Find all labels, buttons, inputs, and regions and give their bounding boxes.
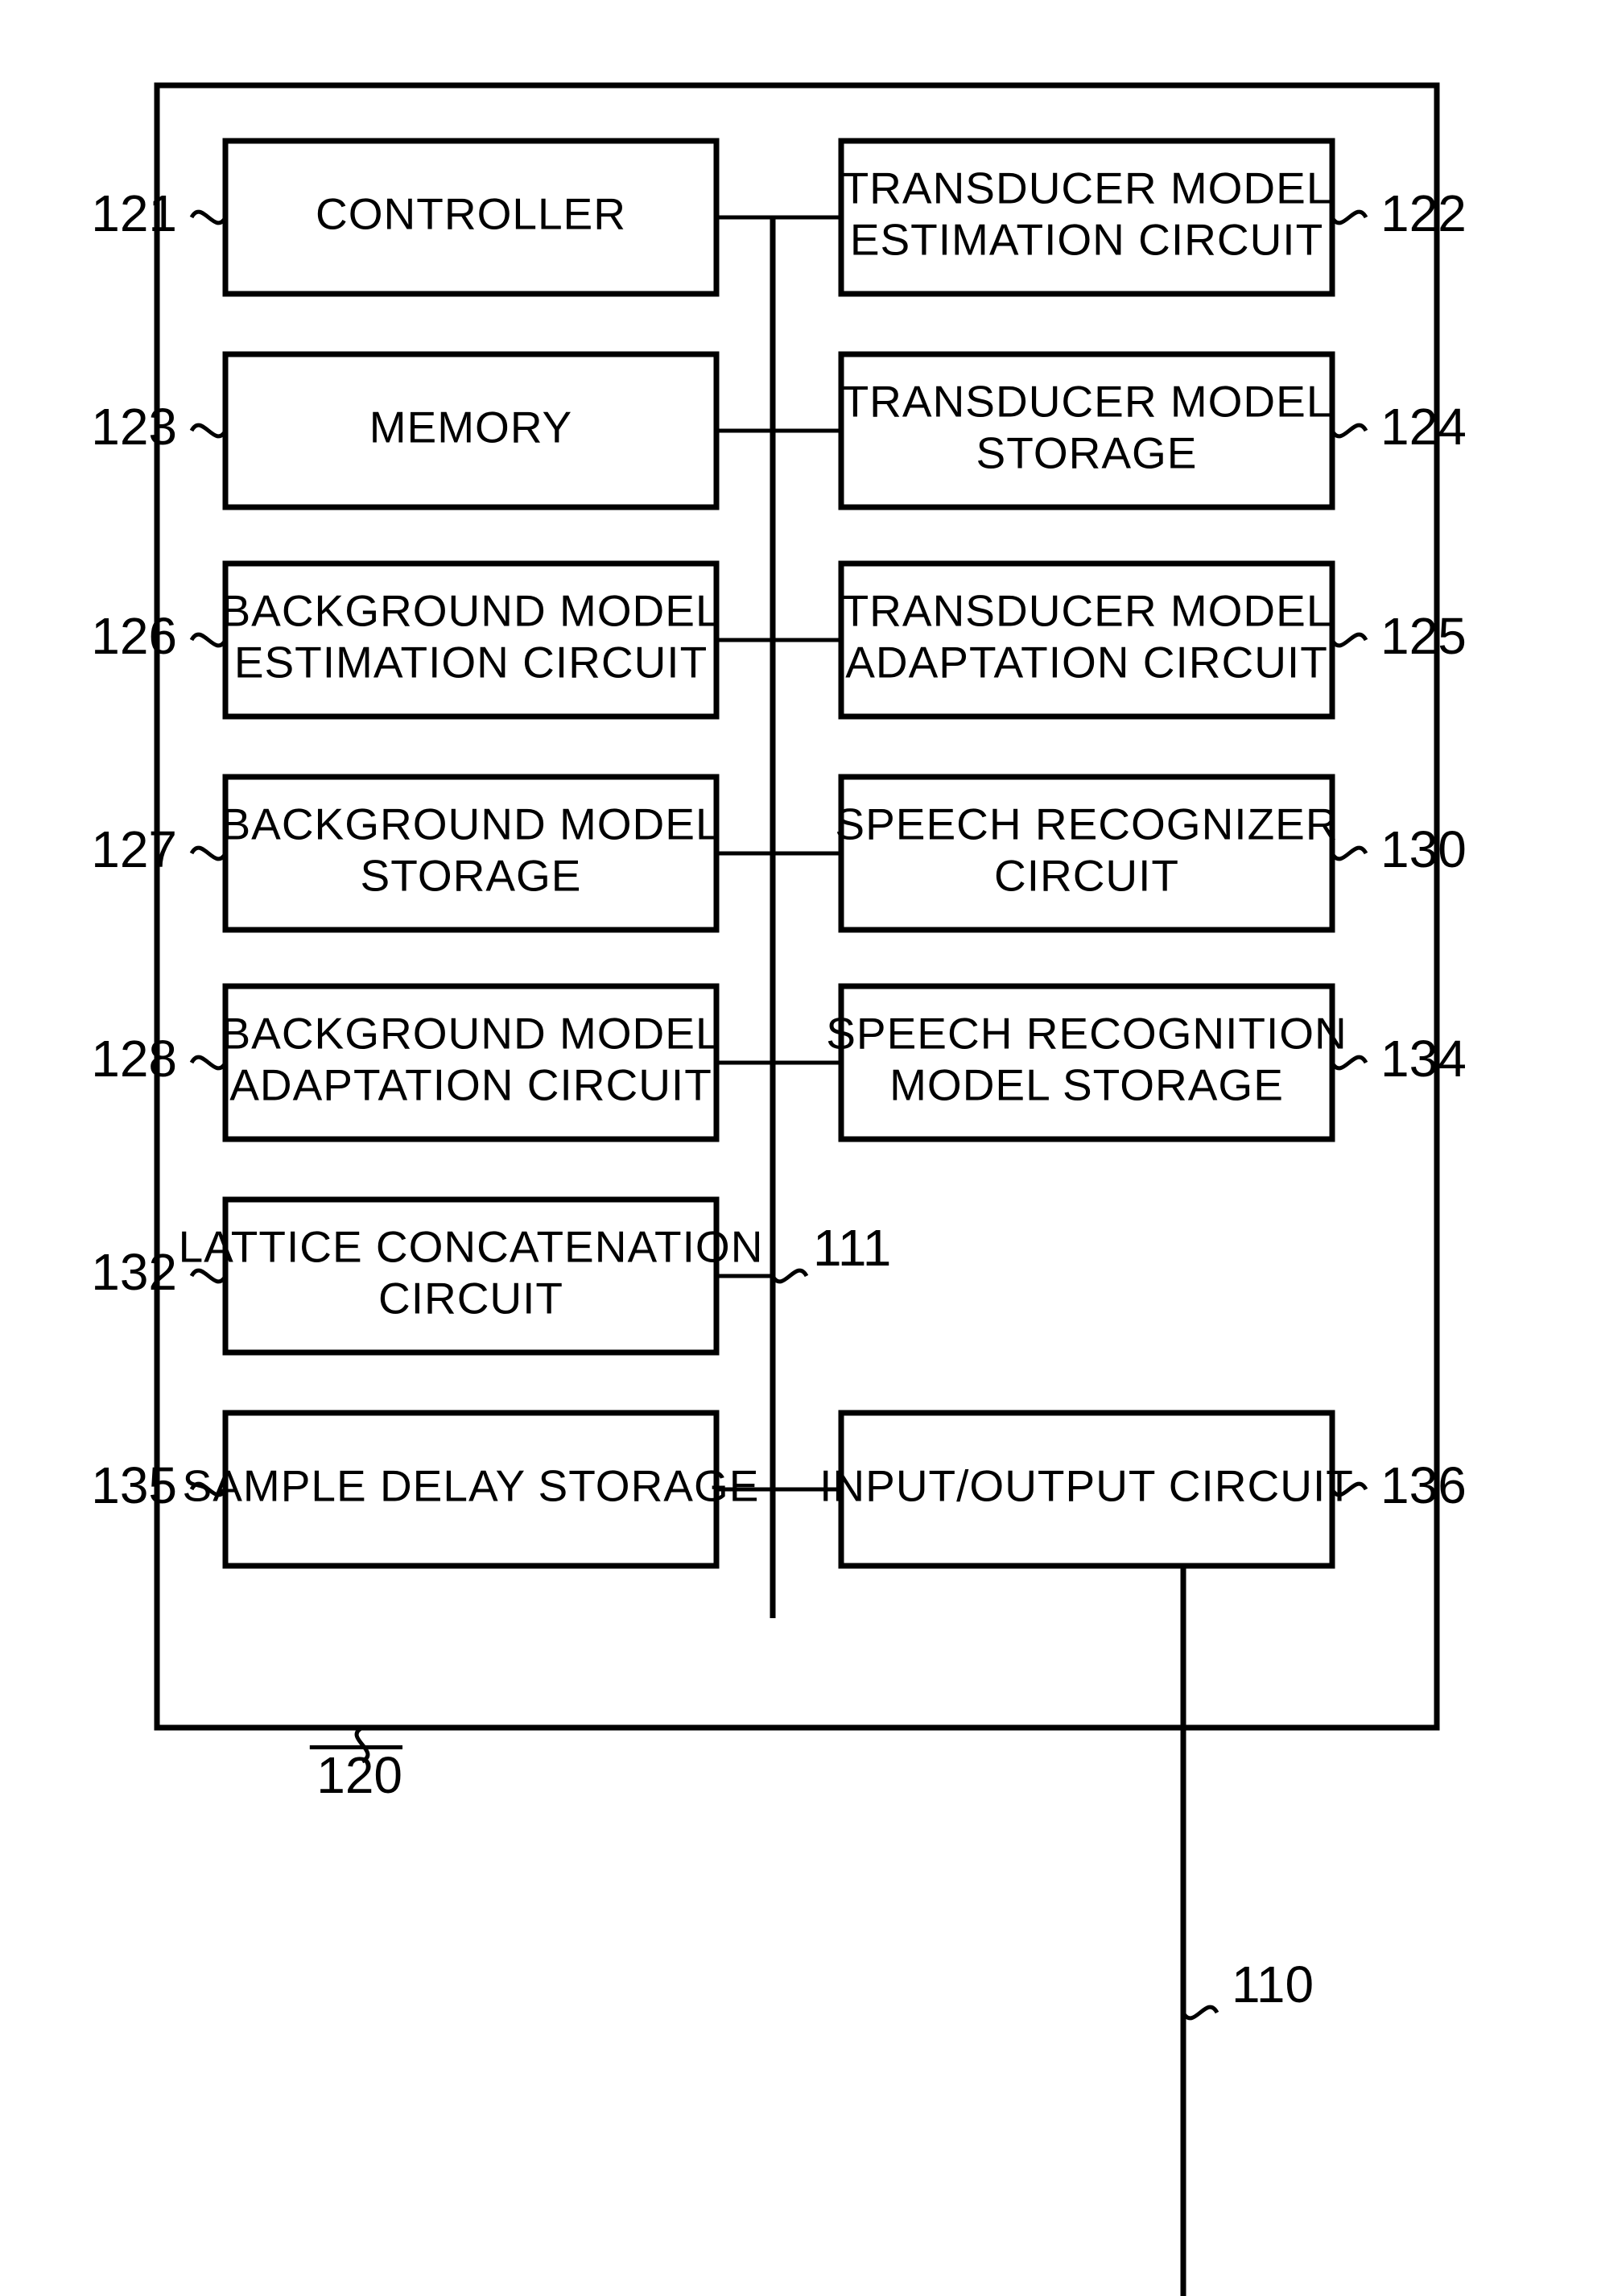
ref-120: 120	[310, 1728, 402, 1804]
block-label: SPEECH RECOGNIZER	[835, 799, 1338, 849]
block-label: TRANSDUCER MODEL	[842, 163, 1332, 213]
ref-numeral: 110	[1232, 1955, 1314, 2013]
block-label: STORAGE	[361, 850, 582, 900]
ref-numeral: 124	[1380, 398, 1467, 456]
block-label: MEMORY	[369, 403, 573, 452]
block-label: ADAPTATION CIRCUIT	[845, 637, 1328, 687]
ref-numeral: 134	[1380, 1030, 1467, 1088]
block-label: TRANSDUCER MODEL	[842, 377, 1332, 427]
ref-numeral: 128	[91, 1030, 177, 1088]
ref-numeral: 111	[813, 1219, 891, 1277]
block-label: SAMPLE DELAY STORAGE	[183, 1461, 760, 1511]
ref-numeral: 125	[1380, 607, 1467, 665]
block-label: BACKGROUND MODEL	[221, 799, 720, 849]
block-label: ESTIMATION CIRCUIT	[234, 637, 708, 687]
ref-numeral: 132	[91, 1243, 177, 1301]
block-label: CIRCUIT	[378, 1273, 563, 1323]
ref-numeral: 120	[316, 1746, 402, 1804]
ref-numeral: 136	[1380, 1456, 1467, 1514]
block-label: SPEECH RECOGNITION	[826, 1009, 1347, 1059]
ref-numeral: 126	[91, 607, 177, 665]
ref-numeral: 130	[1380, 820, 1467, 878]
block-label: ESTIMATION CIRCUIT	[850, 214, 1323, 264]
ref-numeral: 135	[91, 1456, 177, 1514]
block-label: CIRCUIT	[994, 850, 1179, 900]
ref-numeral: 123	[91, 398, 177, 456]
block-label: ADAPTATION CIRCUIT	[229, 1059, 712, 1109]
ref-numeral: 127	[91, 820, 177, 878]
block-label: STORAGE	[976, 427, 1198, 477]
block-label: TRANSDUCER MODEL	[842, 586, 1332, 636]
block-label: MODEL STORAGE	[889, 1059, 1284, 1109]
ref-numeral: 121	[91, 184, 177, 242]
block-label: CONTROLLER	[316, 189, 626, 239]
block-label: BACKGROUND MODEL	[221, 1009, 720, 1059]
block-label: LATTICE CONCATENATION	[179, 1222, 764, 1272]
ref-numeral: 122	[1380, 184, 1467, 242]
block-label: INPUT/OUTPUT CIRCUIT	[819, 1461, 1354, 1511]
block-label: BACKGROUND MODEL	[221, 586, 720, 636]
ref-110: 110	[1183, 1955, 1314, 2018]
ref-lead	[1183, 2007, 1217, 2018]
